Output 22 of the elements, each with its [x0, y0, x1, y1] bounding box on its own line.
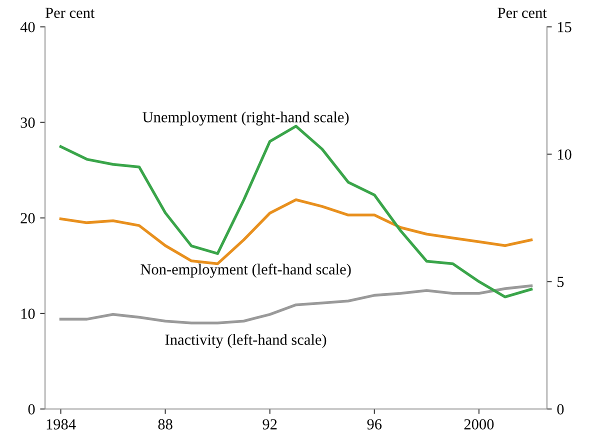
y2-tick-label: 0: [557, 404, 564, 414]
y-tick-label: 20: [20, 213, 35, 224]
series-label: Non-employment (left-hand scale): [140, 264, 351, 278]
line-series: [59, 198, 533, 266]
y-tick-label: 10: [21, 308, 35, 319]
y-tick-label: 40: [20, 22, 35, 32]
y2-tick-label: 10: [558, 149, 572, 160]
x-tick-label: 88: [158, 419, 172, 430]
x-tick-label: 96: [367, 419, 382, 430]
series-label: Inactivity (left-hand scale): [165, 334, 326, 348]
x-tick-label: 92: [262, 419, 277, 430]
line-series: [59, 284, 533, 324]
y2-tick-label: 5: [558, 276, 564, 288]
x-tick-label: 1984: [46, 419, 76, 430]
y2-tick-label: 15: [558, 22, 572, 32]
y-tick-label: 0: [28, 404, 35, 414]
y-axis-title: Per cent: [46, 8, 95, 18]
y-tick-label: 30: [20, 118, 35, 128]
text: Unemployment (right-hand scale): [142, 112, 349, 126]
x-tick-label: 2000: [464, 419, 494, 430]
line-series: [59, 124, 533, 298]
y2-axis-title: Per cent: [498, 8, 547, 18]
